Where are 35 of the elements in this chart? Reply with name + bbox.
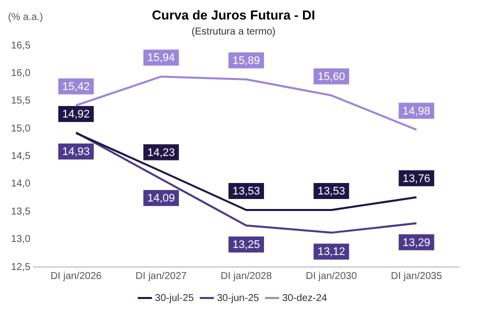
y-tick-label: 13,5 xyxy=(10,206,31,218)
chart-title: Curva de Juros Futura - DI xyxy=(152,7,316,22)
data-label: 15,42 xyxy=(62,80,90,93)
y-tick-label: 12,5 xyxy=(10,262,31,273)
y-tick-label: 14,0 xyxy=(10,178,31,190)
y-tick-label: 13,0 xyxy=(10,234,31,246)
legend-label: 30-dez-24 xyxy=(282,292,328,304)
x-tick-label: DI jan/2027 xyxy=(136,270,188,282)
legend-label: 30-jul-25 xyxy=(154,292,194,304)
data-label: 13,25 xyxy=(232,239,260,252)
data-label: 13,12 xyxy=(318,246,346,258)
y-tick-label: 16,0 xyxy=(10,68,31,80)
x-tick-label: DI jan/2030 xyxy=(306,270,358,282)
x-tick-label: DI jan/2028 xyxy=(220,270,272,282)
y-axis-title: (% a.a.) xyxy=(8,12,44,23)
data-label: 15,94 xyxy=(147,52,175,64)
legend-label: 30-jun-25 xyxy=(216,292,260,304)
data-label: 14,23 xyxy=(147,146,175,159)
data-label: 14,93 xyxy=(62,146,90,158)
data-label: 14,98 xyxy=(402,105,430,118)
data-label: 15,89 xyxy=(232,54,260,67)
x-tick-label: DI jan/2035 xyxy=(390,270,442,282)
data-label: 13,53 xyxy=(232,186,260,198)
y-tick-label: 16,5 xyxy=(10,40,31,52)
x-tick-label: DI jan/2026 xyxy=(50,270,102,282)
data-label: 15,60 xyxy=(318,70,346,83)
y-tick-label: 14,5 xyxy=(10,151,31,162)
data-label: 13,76 xyxy=(402,172,430,185)
data-label: 14,09 xyxy=(147,192,175,205)
data-label: 14,92 xyxy=(62,108,90,121)
data-label: 13,53 xyxy=(318,186,346,198)
y-tick-label: 15,0 xyxy=(10,123,31,134)
chart-subtitle: (Estrutura a termo) xyxy=(192,26,276,38)
y-tick-label: 15,5 xyxy=(10,96,31,107)
data-label: 13,29 xyxy=(402,236,430,249)
